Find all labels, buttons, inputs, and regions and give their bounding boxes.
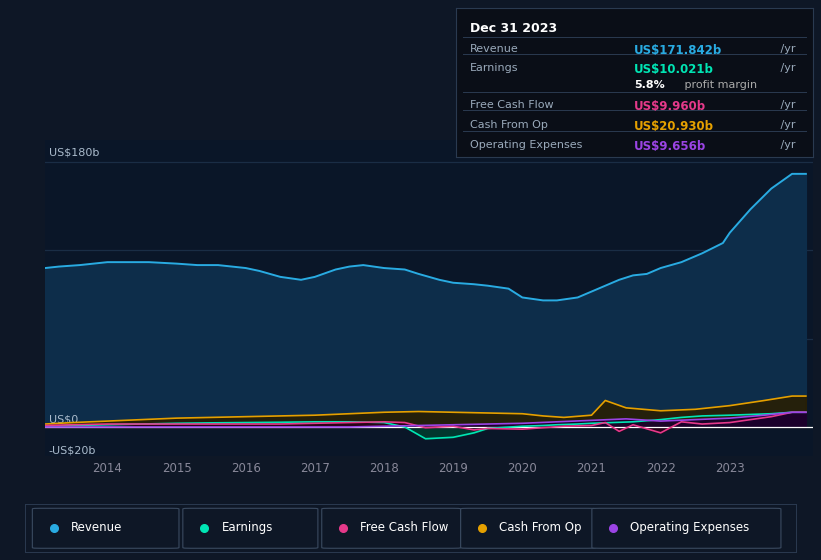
Text: -US$20b: -US$20b: [48, 446, 96, 456]
Text: /yr: /yr: [777, 141, 796, 151]
Text: Free Cash Flow: Free Cash Flow: [470, 100, 553, 110]
Text: /yr: /yr: [777, 63, 796, 73]
Text: US$9.656b: US$9.656b: [635, 141, 707, 153]
Text: US$180b: US$180b: [48, 148, 99, 158]
Text: Cash From Op: Cash From Op: [470, 120, 548, 130]
FancyBboxPatch shape: [461, 508, 596, 548]
Text: Earnings: Earnings: [470, 63, 518, 73]
Text: /yr: /yr: [777, 100, 796, 110]
Text: US$171.842b: US$171.842b: [635, 44, 722, 57]
Text: US$10.021b: US$10.021b: [635, 63, 714, 76]
Text: Earnings: Earnings: [222, 521, 273, 534]
Text: US$20.930b: US$20.930b: [635, 120, 714, 133]
FancyBboxPatch shape: [32, 508, 179, 548]
Text: US$0: US$0: [48, 415, 78, 425]
FancyBboxPatch shape: [322, 508, 461, 548]
Text: Operating Expenses: Operating Expenses: [470, 141, 582, 151]
Text: Revenue: Revenue: [71, 521, 122, 534]
Text: Free Cash Flow: Free Cash Flow: [360, 521, 449, 534]
FancyBboxPatch shape: [592, 508, 781, 548]
FancyBboxPatch shape: [183, 508, 318, 548]
Text: Revenue: Revenue: [470, 44, 519, 54]
Text: Cash From Op: Cash From Op: [499, 521, 582, 534]
Text: Operating Expenses: Operating Expenses: [631, 521, 750, 534]
Text: US$9.960b: US$9.960b: [635, 100, 706, 114]
Text: 5.8%: 5.8%: [635, 80, 665, 90]
Text: profit margin: profit margin: [681, 80, 757, 90]
Text: /yr: /yr: [777, 120, 796, 130]
Text: Dec 31 2023: Dec 31 2023: [470, 22, 557, 35]
Text: /yr: /yr: [777, 44, 796, 54]
